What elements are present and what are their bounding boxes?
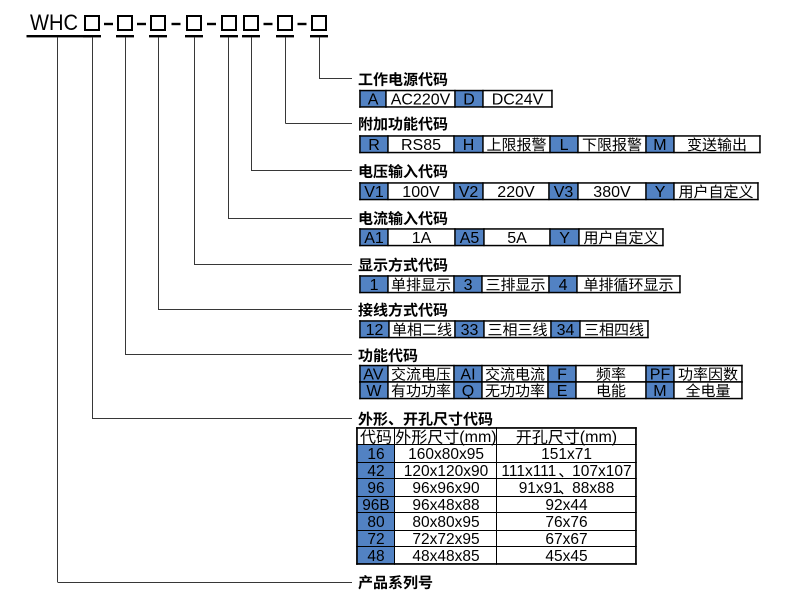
- svg-text:3: 3: [464, 277, 473, 294]
- svg-text:R: R: [368, 137, 380, 154]
- svg-text:A: A: [368, 91, 379, 108]
- svg-text:Y: Y: [559, 230, 570, 247]
- svg-text:33: 33: [461, 322, 479, 339]
- svg-text:220V: 220V: [497, 184, 535, 201]
- svg-text:1: 1: [370, 277, 379, 294]
- svg-text:100V: 100V: [402, 184, 440, 201]
- svg-text:92x44: 92x44: [545, 497, 588, 514]
- svg-text:96: 96: [367, 480, 384, 497]
- svg-text:E: E: [557, 383, 568, 400]
- svg-text:AV: AV: [363, 366, 383, 383]
- svg-text:16: 16: [367, 446, 384, 463]
- svg-text:107x107: 107x107: [572, 463, 631, 480]
- svg-text:RS85: RS85: [401, 137, 441, 154]
- svg-text:12: 12: [366, 322, 384, 339]
- svg-text:5A: 5A: [507, 230, 527, 247]
- svg-text:W: W: [366, 383, 382, 400]
- svg-text:M: M: [653, 137, 666, 154]
- svg-text:96x96x90: 96x96x90: [412, 480, 480, 497]
- svg-text:V3: V3: [554, 184, 574, 201]
- svg-text:DC24V: DC24V: [492, 91, 544, 108]
- svg-text:Y: Y: [655, 184, 666, 201]
- svg-text:(mm): (mm): [580, 429, 617, 446]
- svg-text:48x48x85: 48x48x85: [412, 548, 479, 565]
- svg-text:67x67: 67x67: [545, 531, 587, 548]
- svg-text:F: F: [557, 366, 567, 383]
- svg-text:96B: 96B: [362, 497, 390, 514]
- svg-text:72x72x95: 72x72x95: [412, 531, 479, 548]
- svg-text:D: D: [463, 91, 475, 108]
- svg-text:PF: PF: [650, 366, 671, 383]
- svg-text:A1: A1: [364, 230, 384, 247]
- svg-text:AI: AI: [460, 366, 475, 383]
- svg-text:120x120x90: 120x120x90: [404, 463, 489, 480]
- svg-text:45x45: 45x45: [545, 548, 587, 565]
- svg-text:(mm): (mm): [459, 429, 496, 446]
- svg-text:1A: 1A: [412, 230, 432, 247]
- svg-text:42: 42: [367, 463, 384, 480]
- svg-text:380V: 380V: [593, 184, 631, 201]
- svg-text:160x80x95: 160x80x95: [408, 446, 484, 463]
- svg-text:V2: V2: [459, 184, 479, 201]
- svg-text:80x80x95: 80x80x95: [412, 514, 479, 531]
- svg-text:4: 4: [559, 277, 568, 294]
- svg-text:96x48x88: 96x48x88: [412, 497, 479, 514]
- svg-text:34: 34: [557, 322, 575, 339]
- svg-text:91x91: 91x91: [519, 480, 561, 497]
- svg-text:AC220V: AC220V: [391, 91, 451, 108]
- svg-text:A5: A5: [460, 230, 480, 247]
- svg-text:80: 80: [367, 514, 385, 531]
- svg-text:L: L: [560, 137, 569, 154]
- svg-text:M: M: [653, 383, 666, 400]
- svg-text:V1: V1: [364, 184, 384, 201]
- svg-text:72: 72: [367, 531, 384, 548]
- svg-text:88x88: 88x88: [572, 480, 614, 497]
- svg-text:H: H: [463, 137, 475, 154]
- svg-text:111x111: 111x111: [501, 463, 556, 480]
- svg-text:Q: Q: [462, 383, 474, 400]
- svg-text:WHC: WHC: [30, 10, 78, 35]
- svg-text:76x76: 76x76: [545, 514, 587, 531]
- svg-text:48: 48: [367, 548, 384, 565]
- svg-text:151x71: 151x71: [541, 446, 592, 463]
